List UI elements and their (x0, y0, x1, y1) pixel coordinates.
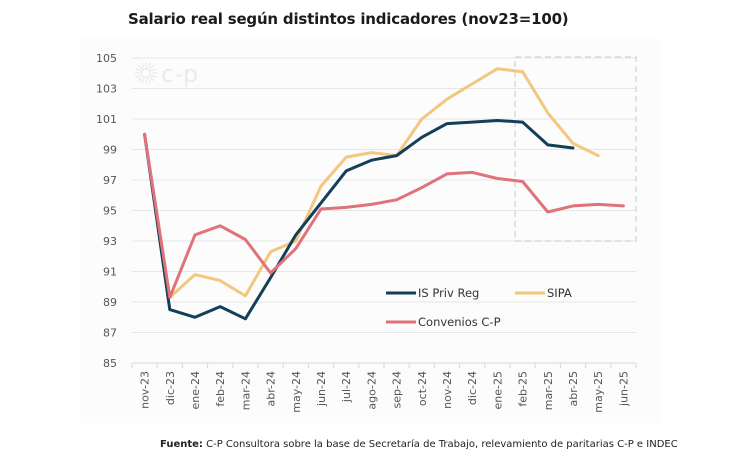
x-tick-label: jun-25 (617, 371, 630, 407)
x-tick-label: dic-24 (466, 371, 479, 405)
x-tick-label: may-25 (592, 371, 605, 413)
source-text: C-P Consultora sobre la base de Secretar… (206, 439, 678, 450)
x-tick-label: jul-24 (340, 371, 353, 403)
watermark-ray (149, 64, 155, 70)
x-tick-label: dic-23 (164, 371, 177, 405)
watermark-ray (137, 64, 143, 70)
series-lines (143, 67, 625, 321)
watermark-ray (151, 74, 157, 78)
legend-label: IS Priv Reg (418, 286, 479, 300)
y-tick-label: 87 (103, 327, 117, 340)
x-tick-label: jun-24 (315, 371, 328, 407)
watermark-text: c-p (161, 60, 198, 88)
y-tick-label: 103 (96, 83, 117, 96)
y-tick-label: 91 (103, 266, 117, 279)
y-tick-label: 93 (103, 235, 117, 248)
watermark-ray (149, 76, 155, 82)
watermark-ray (151, 68, 157, 72)
y-tick-label: 95 (103, 205, 117, 218)
x-tick-label: abr-25 (567, 371, 580, 407)
watermark-ray (147, 78, 151, 84)
x-tick-label: mar-25 (542, 371, 555, 410)
x-tick-label: ene-24 (189, 371, 202, 409)
y-tick-label: 101 (96, 113, 117, 126)
highlight-box (514, 56, 637, 242)
watermark-ray (141, 62, 145, 68)
source-note: Fuente: C-P Consultora sobre la base de … (160, 439, 678, 450)
series-line-is-priv-reg (143, 119, 575, 321)
series-line-sipa (143, 67, 600, 299)
x-axis: nov-23 dic-23 ene-24 feb-24 mar-24 abr-24 may-… (131, 363, 637, 413)
x-tick-label: sep-24 (391, 371, 404, 408)
x-tick-label: nov-24 (441, 371, 454, 409)
watermark-ray (141, 78, 145, 84)
chart-panel (80, 38, 660, 423)
x-tick-label: abr-24 (265, 371, 278, 407)
gridlines (132, 57, 636, 364)
chart-title: Salario real según distintos indicadores… (128, 10, 569, 28)
x-tick-label: mar-24 (239, 371, 252, 410)
y-tick-label: 97 (103, 174, 117, 187)
y-tick-label: 85 (103, 357, 117, 370)
highlight-box-rect (514, 56, 637, 242)
y-axis-ticks: 85 87 89 91 93 95 97 99 101 103 105 (96, 52, 117, 370)
legend-label: SIPA (547, 286, 572, 300)
legend: IS Priv Reg SIPA Convenios C-P (386, 286, 572, 329)
watermark-ray (135, 74, 141, 78)
x-tick-label: ene-25 (491, 371, 504, 409)
series-line-convenios-c-p (143, 132, 625, 299)
legend-label: Convenios C-P (418, 315, 501, 329)
y-tick-label: 89 (103, 296, 117, 309)
watermark-ray (147, 62, 151, 68)
watermark-ray (135, 68, 141, 72)
watermark-sun-icon (140, 67, 152, 79)
x-tick-label: may-24 (290, 371, 303, 413)
watermark-logo: c-p (135, 60, 198, 88)
watermark-ray (137, 76, 143, 82)
y-tick-label: 105 (96, 52, 117, 65)
x-tick-label: ago-24 (365, 371, 378, 410)
x-tick-label: nov-23 (139, 371, 152, 409)
x-tick-label: feb-24 (214, 371, 227, 407)
y-tick-label: 99 (103, 144, 117, 157)
x-tick-label: oct-24 (416, 371, 429, 406)
x-tick-label: feb-25 (517, 371, 530, 407)
source-label: Fuente: (160, 439, 203, 450)
